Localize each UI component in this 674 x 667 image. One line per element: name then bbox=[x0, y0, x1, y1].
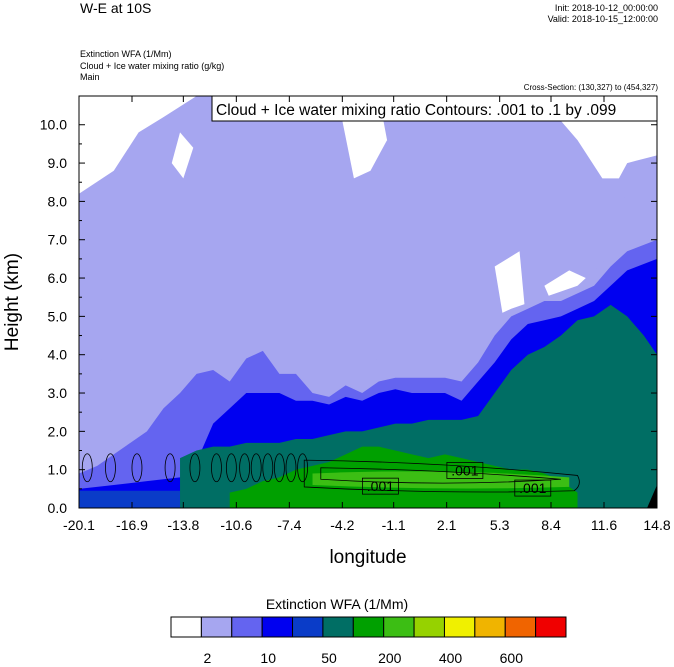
colorbar-title: Extinction WFA (1/Mm) bbox=[265, 596, 409, 612]
y-tick-label: 5.0 bbox=[48, 308, 68, 324]
y-tick-label: 2.0 bbox=[48, 423, 68, 439]
x-tick-label: -1.1 bbox=[382, 517, 406, 533]
colorbar-label: 10 bbox=[260, 650, 277, 666]
y-axis: 0.0 1.0 2.0 3.0 4.0 5.0 6.0 7.0 8.0 9.0 10.0 bbox=[40, 117, 657, 516]
clear-sky-gap bbox=[494, 251, 525, 317]
mixing-ratio-contour bbox=[239, 453, 251, 483]
colorbar-label: 400 bbox=[438, 650, 463, 666]
x-tick-label: 11.6 bbox=[591, 517, 617, 533]
colorbar-swatch bbox=[383, 616, 415, 638]
contour-legend-box: Cloud + Ice water mixing ratio Contours:… bbox=[211, 95, 658, 122]
contour-legend-frame bbox=[211, 95, 658, 122]
colorbar bbox=[170, 616, 567, 638]
mixing-ratio-contour bbox=[105, 453, 116, 483]
mixing-ratio-contour bbox=[297, 453, 308, 483]
mixing-ratio-contour bbox=[303, 459, 580, 493]
x-tick-label: -4.2 bbox=[330, 517, 354, 533]
colorbar-swatch bbox=[443, 616, 476, 638]
mixing-ratio-contour bbox=[131, 453, 143, 483]
x-axis: -20.1 -16.9 -13.8 -10.6 -7.4 -4.2 -1.1 2.1 5.3 8.… bbox=[63, 96, 671, 533]
y-tick-label: 9.0 bbox=[48, 155, 68, 171]
field-subtitle-main: Main bbox=[80, 72, 100, 82]
y-tick-label: 3.0 bbox=[48, 385, 68, 401]
terrain-mask bbox=[647, 485, 657, 508]
x-tick-label: -7.4 bbox=[277, 517, 301, 533]
x-tick-label: -20.1 bbox=[63, 517, 95, 533]
contour-label-text: .001 bbox=[367, 478, 394, 494]
y-tick-label: 4.0 bbox=[48, 347, 68, 363]
valid-time-label: Valid: 2018-10-15_12:00:00 bbox=[547, 14, 658, 24]
y-tick-label: 0.0 bbox=[48, 500, 68, 516]
plot-area bbox=[79, 96, 657, 508]
colorbar-swatch bbox=[352, 616, 385, 638]
x-tick-label: 5.3 bbox=[490, 517, 510, 533]
contour-value-label: .001 bbox=[362, 477, 399, 495]
mixing-ratio-contour bbox=[250, 453, 262, 483]
mixing-ratio-contour bbox=[189, 453, 201, 483]
field-subtitle-mixing-ratio: Cloud + Ice water mixing ratio (g/kg) bbox=[80, 61, 225, 71]
mixing-ratio-contour bbox=[320, 467, 561, 484]
colorbar-label: 200 bbox=[378, 650, 402, 666]
colorbar-swatch bbox=[200, 616, 233, 638]
y-axis-title: Height (km) bbox=[2, 253, 23, 351]
y-tick-label: 6.0 bbox=[48, 270, 68, 286]
clear-sky-gap bbox=[171, 132, 194, 179]
y-tick-label: 8.0 bbox=[48, 193, 68, 209]
colorbar-swatch bbox=[261, 616, 294, 638]
colorbar-swatch bbox=[504, 616, 537, 638]
contour-legend-text: Cloud + Ice water mixing ratio Contours:… bbox=[216, 102, 616, 119]
cross-section-label: Cross-Section: (130,327) to (454,327) bbox=[523, 83, 658, 92]
mixing-ratio-contour bbox=[211, 453, 222, 483]
colorbar-swatch bbox=[292, 616, 324, 638]
field-subtitle-extinction: Extinction WFA (1/Mm) bbox=[80, 49, 172, 59]
mixing-ratio-contour bbox=[262, 453, 274, 483]
contour-label-text: .001 bbox=[451, 462, 478, 478]
x-tick-label: 14.8 bbox=[643, 517, 670, 533]
page-title: W-E at 10S bbox=[80, 0, 152, 16]
contour-label-frame bbox=[446, 462, 484, 479]
colorbar-label: 2 bbox=[203, 650, 212, 666]
y-tick-label: 10.0 bbox=[40, 117, 67, 133]
x-tick-label: -16.9 bbox=[116, 517, 148, 533]
x-tick-label: 8.4 bbox=[541, 517, 561, 533]
colorbar-swatch bbox=[474, 616, 506, 638]
mixing-ratio-contour bbox=[225, 453, 237, 483]
colorbar-swatch bbox=[170, 616, 202, 638]
colorbar-swatch bbox=[535, 616, 567, 638]
colorbar-swatch bbox=[231, 616, 263, 638]
colorbar-swatch bbox=[413, 616, 445, 638]
colorbar-label: 600 bbox=[499, 650, 523, 666]
mixing-ratio-contour bbox=[164, 453, 176, 483]
contour-label-frame bbox=[362, 477, 399, 495]
colorbar-swatch bbox=[322, 616, 354, 638]
contour-label-frame bbox=[514, 479, 552, 497]
extinction-field-bright-green bbox=[312, 471, 570, 489]
x-tick-label: 2.1 bbox=[437, 517, 457, 533]
y-tick-label: 7.0 bbox=[48, 232, 68, 248]
mixing-ratio-contour bbox=[81, 453, 93, 483]
x-axis-title: longitude bbox=[329, 547, 406, 568]
colorbar-label: 50 bbox=[321, 650, 337, 666]
contour-label-text: .001 bbox=[519, 480, 546, 496]
contour-value-label: .001 bbox=[514, 479, 552, 497]
x-tick-label: -13.8 bbox=[167, 517, 199, 533]
x-tick-label: -10.6 bbox=[220, 517, 252, 533]
init-time-label: Init: 2018-10-12_00:00:00 bbox=[554, 3, 658, 13]
mixing-ratio-contour bbox=[285, 453, 297, 483]
contour-value-label: .001 bbox=[446, 462, 484, 479]
y-tick-label: 1.0 bbox=[48, 462, 68, 478]
contour-labels: .001 .001 .001 bbox=[362, 462, 552, 497]
mixing-ratio-contour bbox=[273, 453, 285, 483]
